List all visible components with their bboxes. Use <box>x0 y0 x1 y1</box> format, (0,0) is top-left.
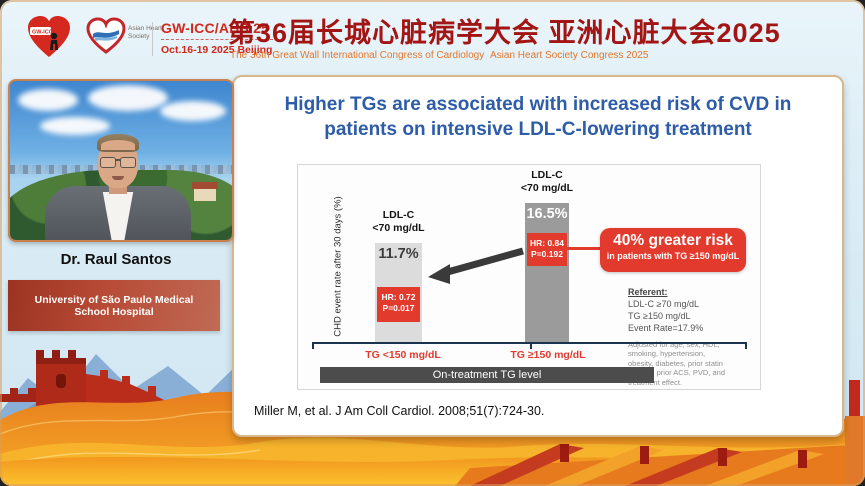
slide-title-line1: Higher TGs are associated with increased… <box>284 94 792 115</box>
presentation-slide: Higher TGs are associated with increased… <box>232 75 844 437</box>
callout-connector-line <box>567 247 601 250</box>
bar1-group-label: LDL-C <70 mg/dL <box>372 209 425 234</box>
speaker-affiliation-banner: University of São Paulo Medical School H… <box>8 280 220 331</box>
bar2-hazard-ratio-box: HR: 0.84 P=0.192 <box>527 233 567 266</box>
conference-header: GW-ICC Asian Heart Society GW-ICC/AHS.25… <box>0 0 865 75</box>
slide-title-line2: patients on intensive LDL-C-lowering tre… <box>324 119 752 140</box>
ahs-congress-subtitle-en: Asian Heart Society Congress 2025 <box>490 50 649 61</box>
speaker-figure <box>43 134 193 240</box>
x-axis-line <box>312 342 747 349</box>
header-divider <box>152 22 153 56</box>
x-axis-banner: On-treatment TG level <box>320 367 654 383</box>
conference-title-chinese: 第36届长城心脏病学大会 亚洲心脏大会2025 <box>228 18 781 48</box>
risk-callout-headline: 40% greater risk <box>613 232 733 249</box>
cloud-shape <box>88 85 168 111</box>
bar2-value-label: 16.5% <box>526 206 568 222</box>
ahs-society-label: Asian Heart Society <box>128 25 162 40</box>
ahs-logo-icon <box>86 17 126 54</box>
x-category-label-2: TG ≥150 mg/dL <box>510 349 586 361</box>
bar1-hazard-ratio-box: HR: 0.72 P=0.017 <box>377 287 420 322</box>
cloud-shape <box>160 101 226 121</box>
gw-icc-logo-icon: GW-ICC <box>28 16 70 57</box>
slide-title: Higher TGs are associated with increased… <box>234 92 842 142</box>
svg-text:GW-ICC: GW-ICC <box>32 29 53 35</box>
speaker-hair <box>97 134 139 152</box>
speaker-video-tile[interactable] <box>8 79 234 242</box>
speaker-name: Dr. Raul Santos <box>60 251 172 268</box>
dashed-separator <box>161 39 273 40</box>
conference-subtitle-en: The 36th Great Wall International Congre… <box>230 50 485 61</box>
slide-citation: Miller M, et al. J Am Coll Cardiol. 2008… <box>254 404 545 418</box>
referent-note: Referent: LDL-C ≥70 mg/dL TG ≥150 mg/dL … <box>628 287 704 333</box>
conference-dates: Oct.16-19 2025 Beijing <box>161 44 273 56</box>
glasses-icon <box>100 157 136 168</box>
bar1-value-label: 11.7% <box>378 246 419 262</box>
x-category-label-1: TG <150 mg/dL <box>365 349 441 361</box>
house-shape <box>192 182 218 202</box>
speaker-mouth <box>112 176 124 180</box>
cloud-shape <box>40 117 110 135</box>
bar-chart-panel: CHD event rate after 30 days (%) LDL-C <… <box>297 164 761 390</box>
bar-2 <box>525 203 569 342</box>
risk-callout: 40% greater risk in patients with TG ≥15… <box>600 228 746 272</box>
bar2-group-label: LDL-C <70 mg/dL <box>520 169 574 194</box>
y-axis-label: CHD event rate after 30 days (%) <box>332 196 344 337</box>
adjustment-note: Adjusted for age, sex, HDL, smoking, hyp… <box>628 340 725 387</box>
cloud-shape <box>18 89 78 111</box>
risk-callout-subline: in patients with TG ≥150 mg/dL <box>606 251 740 261</box>
conference-code: GW-ICC/AHS.25 <box>161 20 270 36</box>
